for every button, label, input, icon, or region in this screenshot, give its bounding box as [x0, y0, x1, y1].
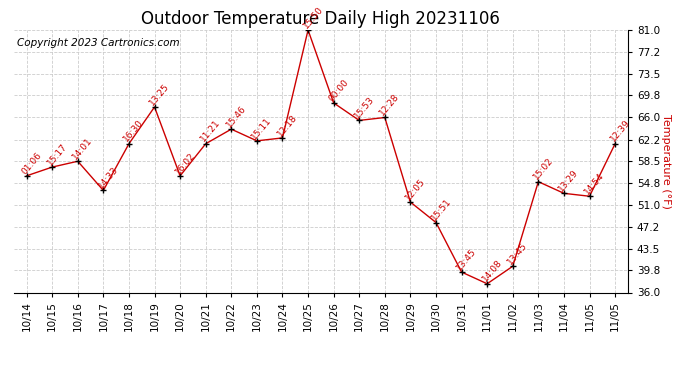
Text: 16:30: 16:30: [122, 118, 146, 144]
Title: Outdoor Temperature Daily High 20231106: Outdoor Temperature Daily High 20231106: [141, 10, 500, 28]
Text: 16:02: 16:02: [173, 150, 197, 176]
Text: 15:17: 15:17: [46, 141, 69, 167]
Text: 12:39: 12:39: [608, 118, 631, 144]
Text: 15:11: 15:11: [250, 115, 273, 141]
Text: 14:54: 14:54: [582, 171, 606, 196]
Text: 15:51: 15:51: [429, 197, 453, 222]
Text: 14:33: 14:33: [97, 165, 120, 190]
Text: 12:28: 12:28: [378, 92, 402, 117]
Text: 13:29: 13:29: [557, 168, 580, 194]
Text: Copyright 2023 Cartronics.com: Copyright 2023 Cartronics.com: [17, 38, 179, 48]
Text: 14:01: 14:01: [71, 136, 95, 161]
Text: 13:45: 13:45: [506, 241, 529, 266]
Y-axis label: Temperature (°F): Temperature (°F): [661, 114, 671, 209]
Text: 15:53: 15:53: [353, 95, 376, 120]
Text: 15:46: 15:46: [224, 104, 248, 129]
Text: 13:25: 13:25: [148, 81, 171, 107]
Text: 01:06: 01:06: [20, 150, 43, 176]
Text: 15:50: 15:50: [301, 4, 325, 30]
Text: 12:05: 12:05: [404, 177, 427, 202]
Text: 00:00: 00:00: [327, 77, 351, 103]
Text: 14:08: 14:08: [480, 258, 504, 284]
Text: 12:18: 12:18: [275, 112, 299, 138]
Text: 11:21: 11:21: [199, 118, 222, 144]
Text: 15:02: 15:02: [531, 156, 555, 182]
Text: 13:45: 13:45: [455, 247, 478, 272]
